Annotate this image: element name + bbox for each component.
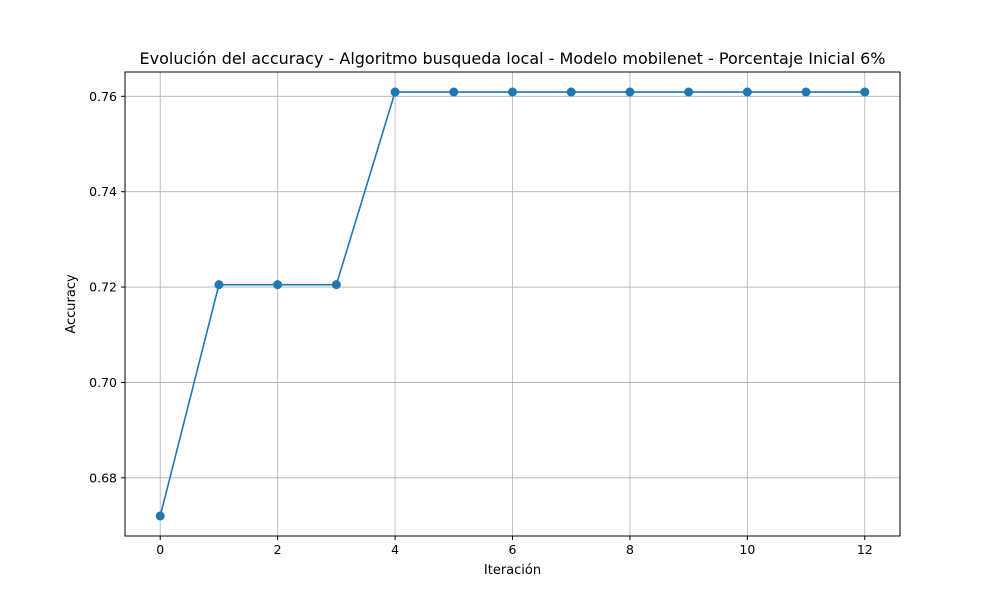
y-tick-label: 0.70 [89, 375, 117, 390]
data-point [390, 87, 400, 97]
y-tick-label: 0.74 [89, 184, 117, 199]
data-point [331, 280, 341, 290]
data-point [801, 87, 811, 97]
data-point [566, 87, 576, 97]
x-tick-label: 8 [626, 542, 634, 557]
chart-title: Evolución del accuracy - Algoritmo busqu… [140, 49, 886, 68]
data-point [273, 280, 283, 290]
y-tick-label: 0.76 [89, 89, 117, 104]
x-axis-title: Iteración [484, 563, 541, 578]
y-tick-label: 0.68 [89, 470, 117, 485]
x-tick-label: 4 [391, 542, 399, 557]
x-tick-label: 12 [857, 542, 873, 557]
y-tick-label: 0.72 [89, 280, 117, 295]
data-point [155, 511, 165, 521]
x-tick-label: 6 [509, 542, 517, 557]
series-layer [155, 87, 870, 521]
data-point [214, 280, 224, 290]
data-point [860, 87, 870, 97]
data-point [449, 87, 459, 97]
y-axis-title: Accuracy [64, 274, 79, 334]
grid [125, 72, 900, 536]
x-tick-label: 2 [274, 542, 282, 557]
data-point [625, 87, 635, 97]
x-tick-label: 0 [156, 542, 164, 557]
data-point [684, 87, 694, 97]
data-point [508, 87, 517, 97]
x-tick-label: 10 [739, 542, 755, 557]
axis-ticks: 0 2 4 6 8 10 12 0.68 0.70 0.72 0.74 0.76 [89, 89, 873, 557]
data-point [742, 87, 752, 97]
